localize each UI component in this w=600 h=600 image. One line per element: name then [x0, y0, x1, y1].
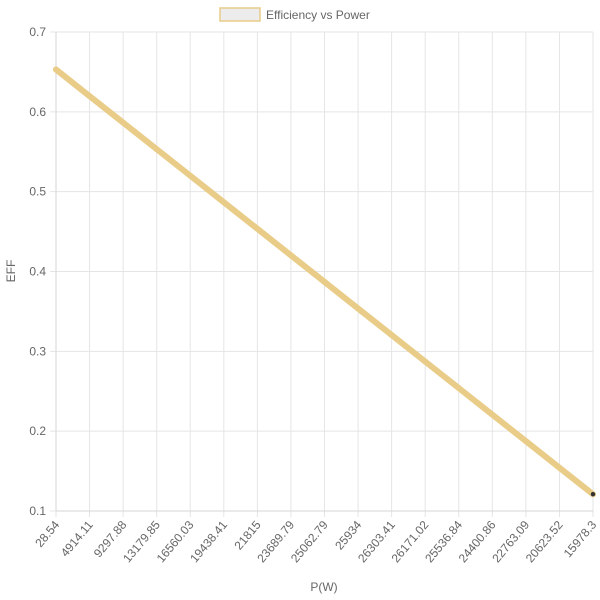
y-tick-label: 0.3: [29, 344, 46, 358]
data-point: [590, 492, 596, 497]
y-tick-label: 0.1: [29, 504, 46, 518]
grid-lines: [50, 31, 594, 517]
data-point: [187, 172, 194, 179]
data-point: [53, 66, 59, 73]
x-tick-label: 4914.11: [58, 518, 96, 560]
x-tick-label: 21815: [231, 518, 263, 553]
data-point: [455, 385, 462, 392]
y-axis-title: EFF: [4, 260, 18, 283]
axes: 0.70.60.50.40.30.20.128.544914.119297.88…: [29, 25, 599, 565]
data-point: [120, 119, 127, 126]
y-tick-label: 0.5: [29, 185, 46, 199]
legend[interactable]: Efficiency vs Power: [219, 7, 370, 22]
data-point: [556, 464, 563, 471]
x-axis-title: P(W): [310, 580, 337, 594]
y-tick-label: 0.7: [29, 25, 46, 39]
data-points: [53, 66, 596, 497]
data-point: [522, 438, 529, 445]
data-point: [388, 331, 395, 338]
data-point: [254, 225, 261, 232]
data-point: [153, 146, 160, 153]
y-tick-label: 0.6: [29, 105, 46, 119]
legend-swatch[interactable]: [219, 7, 261, 22]
data-point: [287, 252, 294, 259]
x-tick-label: 28.54: [32, 518, 62, 550]
data-point: [355, 305, 362, 312]
x-tick-label: 25934: [332, 518, 364, 553]
data-point: [220, 199, 227, 206]
y-tick-label: 0.4: [29, 265, 46, 279]
data-point: [321, 278, 328, 285]
y-tick-label: 0.2: [29, 424, 46, 438]
data-point: [422, 358, 429, 365]
legend-label[interactable]: Efficiency vs Power: [266, 8, 370, 22]
x-tick-label: 15978.3: [561, 518, 600, 560]
data-point: [489, 411, 496, 418]
data-point: [86, 93, 93, 100]
